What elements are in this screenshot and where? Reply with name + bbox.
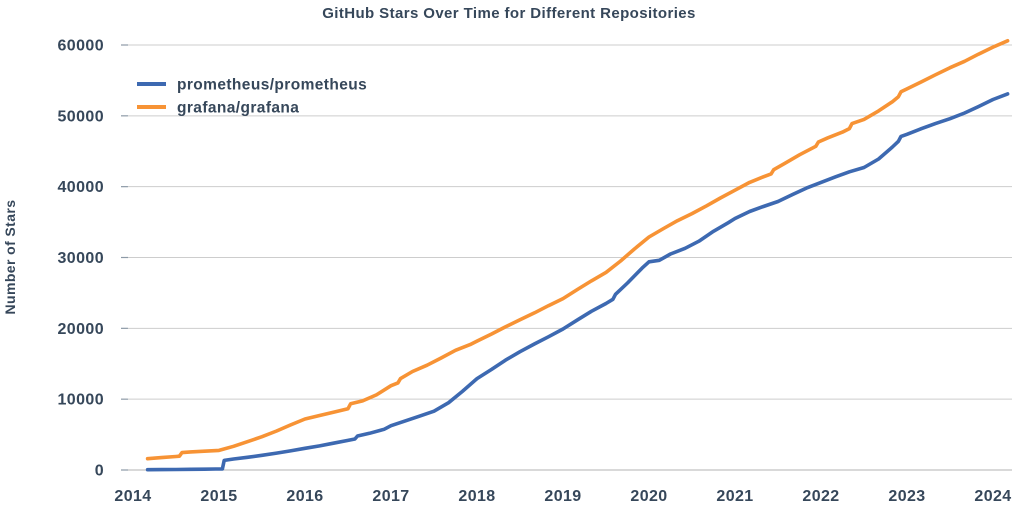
legend-label: grafana/grafana <box>177 100 299 117</box>
x-tick-label: 2021 <box>716 488 753 505</box>
x-tick-label: 2018 <box>458 488 495 505</box>
y-axis-title: Number of Stars <box>2 200 18 315</box>
y-tick-label: 50000 <box>58 108 105 125</box>
series-line-prometheus <box>145 92 1010 472</box>
x-tick-label: 2016 <box>286 488 323 505</box>
series-line-grafana <box>145 38 1010 461</box>
x-tick-label: 2023 <box>888 488 925 505</box>
y-tick-label: 30000 <box>58 250 105 267</box>
y-tick-label: 10000 <box>58 392 105 409</box>
series-layer <box>145 38 1010 472</box>
x-tick-label: 2019 <box>544 488 581 505</box>
grid-layer <box>121 44 1012 471</box>
x-tick-label: 2020 <box>630 488 667 505</box>
legend: prometheus/prometheus grafana/grafana <box>137 77 367 117</box>
y-tick-label: 20000 <box>58 321 105 338</box>
legend-label: prometheus/prometheus <box>177 77 367 94</box>
label-layer: 0 10000 20000 30000 40000 50000 60000 2014 2015 2… <box>58 38 1012 506</box>
x-tick-label: 2022 <box>802 488 839 505</box>
x-tick-label: 2014 <box>114 488 151 505</box>
y-tick-label: 60000 <box>58 38 105 55</box>
chart-title: GitHub Stars Over Time for Different Rep… <box>322 5 696 22</box>
x-tick-label: 2024 <box>974 488 1011 505</box>
x-tick-label: 2017 <box>372 488 409 505</box>
y-tick-label: 40000 <box>58 179 105 196</box>
x-tick-label: 2015 <box>200 488 237 505</box>
y-tick-label: 0 <box>95 463 104 480</box>
